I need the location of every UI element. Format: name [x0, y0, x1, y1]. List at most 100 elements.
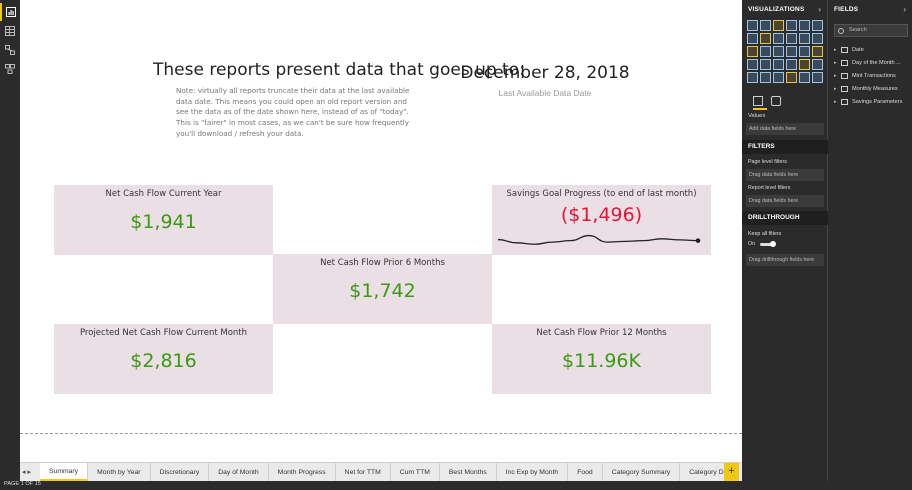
- field-table-item[interactable]: ▸ Mint Transactions: [834, 71, 896, 81]
- line-clustered-icon[interactable]: [799, 33, 810, 44]
- r-visual-icon[interactable]: [786, 72, 797, 83]
- sparkline-path: [497, 234, 699, 245]
- card-net-cash-flow-prior-12-months[interactable]: Net Cash Flow Prior 12 Months $11.96K: [492, 324, 711, 394]
- line-chart-icon[interactable]: [747, 33, 758, 44]
- page-tab[interactable]: Net for TTM: [336, 463, 391, 481]
- drillthrough-title: DRILLTHROUGH: [742, 211, 828, 225]
- page-filters-drop-zone[interactable]: Drag data fields here: [746, 169, 824, 181]
- page-boundary-line: [20, 433, 742, 434]
- table-icon: [841, 86, 848, 92]
- page-tab[interactable]: Discretionary: [151, 463, 210, 481]
- page-tab[interactable]: Best Months: [440, 463, 497, 481]
- search-icon: [838, 28, 844, 34]
- relationships-view-button[interactable]: [0, 41, 20, 59]
- page-tab[interactable]: Food: [568, 463, 603, 481]
- field-table-label: Date: [852, 47, 864, 53]
- slicer-icon[interactable]: [747, 72, 758, 83]
- drillthrough-drop-zone[interactable]: Drag drillthrough fields here: [746, 254, 824, 266]
- card-net-cash-flow-current-year[interactable]: Net Cash Flow Current Year $1,941: [54, 185, 273, 255]
- card-savings-goal-progress[interactable]: Savings Goal Progress (to end of last mo…: [492, 185, 711, 255]
- 100-bar-icon[interactable]: [799, 20, 810, 31]
- report-filters-label: Report level filters: [748, 185, 791, 191]
- expand-caret-icon[interactable]: ▸: [834, 86, 837, 92]
- page-tabs: Summary Month by Year Discretionary Day of …: [40, 463, 801, 482]
- ribbon-icon[interactable]: [812, 33, 823, 44]
- area-chart-icon[interactable]: [760, 33, 771, 44]
- expand-caret-icon[interactable]: ▸: [834, 73, 837, 79]
- field-table-label: Savings Parameters: [852, 99, 903, 105]
- custom-visual-icon[interactable]: [812, 72, 823, 83]
- visual-type-grid: [747, 20, 823, 83]
- funnel-icon[interactable]: [760, 59, 771, 70]
- clustered-column-icon[interactable]: [786, 20, 797, 31]
- format-roller-icon[interactable]: [771, 96, 781, 106]
- line-column-icon[interactable]: [786, 33, 797, 44]
- table-grid-icon: [5, 26, 15, 36]
- card-projected-net-cash-flow[interactable]: Projected Net Cash Flow Current Month $2…: [54, 324, 273, 394]
- page-tab[interactable]: Category Summary: [603, 463, 681, 481]
- fields-search-input[interactable]: Search: [834, 24, 908, 37]
- active-mode-underline: [753, 108, 767, 110]
- page-tab[interactable]: Inc Exp by Month: [497, 463, 569, 481]
- scatter-icon[interactable]: [760, 46, 771, 57]
- stacked-bar-icon[interactable]: [747, 20, 758, 31]
- toggle-knob: [770, 241, 776, 247]
- kpi-icon[interactable]: [812, 59, 823, 70]
- fields-title: FIELDS: [834, 6, 859, 13]
- visualizations-pane: VISUALIZATIONS › Values Add data fields …: [742, 0, 828, 481]
- table-icon: [841, 47, 848, 53]
- clustered-bar-icon[interactable]: [773, 20, 784, 31]
- relationships-icon: [5, 45, 15, 55]
- report-view-button[interactable]: [0, 3, 20, 21]
- stacked-column-icon[interactable]: [760, 20, 771, 31]
- card-value: $11.96K: [562, 350, 641, 372]
- field-table-item[interactable]: ▸ Monthly Measures: [834, 84, 898, 94]
- collapse-fields-icon[interactable]: ›: [903, 5, 906, 14]
- collapse-visualizations-icon[interactable]: ›: [818, 5, 821, 14]
- data-view-button[interactable]: [0, 22, 20, 40]
- table-icon: [841, 73, 848, 79]
- field-table-item[interactable]: ▸ Savings Parameters: [834, 97, 902, 107]
- card-title: Net Cash Flow Prior 6 Months: [320, 258, 445, 268]
- page-tab[interactable]: Month Progress: [269, 463, 336, 481]
- last-data-date-label: Last Available Data Date: [498, 88, 592, 98]
- card-title: Net Cash Flow Current Year: [105, 189, 222, 199]
- page-tab[interactable]: Summary: [40, 463, 89, 481]
- map-icon[interactable]: [812, 46, 823, 57]
- pie-icon[interactable]: [773, 46, 784, 57]
- stacked-area-icon[interactable]: [773, 33, 784, 44]
- add-page-button[interactable]: +: [724, 463, 739, 481]
- table-icon[interactable]: [760, 72, 771, 83]
- card-net-cash-flow-prior-6-months[interactable]: Net Cash Flow Prior 6 Months $1,742: [273, 254, 492, 324]
- matrix-icon[interactable]: [773, 72, 784, 83]
- card-value: $1,941: [130, 211, 197, 233]
- values-drop-zone[interactable]: Add data fields here: [746, 123, 824, 135]
- expand-caret-icon[interactable]: ▸: [834, 60, 837, 66]
- expand-caret-icon[interactable]: ▸: [834, 47, 837, 53]
- fields-well-icon[interactable]: [753, 96, 763, 106]
- multirow-card-icon[interactable]: [799, 59, 810, 70]
- report-filters-drop-zone[interactable]: Drag data fields here: [746, 195, 824, 207]
- keep-filters-toggle[interactable]: [760, 241, 776, 247]
- field-table-item[interactable]: ▸ Date: [834, 45, 864, 55]
- tab-scroll-arrows[interactable]: ◂ ▸: [22, 469, 31, 476]
- model-view-button[interactable]: [0, 60, 20, 78]
- pane-mode-row: [749, 96, 821, 110]
- gauge-icon[interactable]: [773, 59, 784, 70]
- card-value: ($1,496): [560, 204, 643, 226]
- treemap-icon[interactable]: [799, 46, 810, 57]
- 100-column-icon[interactable]: [812, 20, 823, 31]
- page-tab[interactable]: Cum TTM: [391, 463, 440, 481]
- status-bar: PAGE 1 OF 15: [0, 481, 912, 490]
- globe-icon[interactable]: [799, 72, 810, 83]
- last-data-date[interactable]: December 28, 2018: [460, 63, 630, 83]
- card-title: Savings Goal Progress (to end of last mo…: [506, 189, 697, 199]
- expand-caret-icon[interactable]: ▸: [834, 99, 837, 105]
- card-icon[interactable]: [786, 59, 797, 70]
- field-table-item[interactable]: ▸ Day of the Month ...: [834, 58, 901, 68]
- filled-map-icon[interactable]: [747, 59, 758, 70]
- page-tab[interactable]: Month by Year: [88, 463, 151, 481]
- donut-icon[interactable]: [786, 46, 797, 57]
- waterfall-icon[interactable]: [747, 46, 758, 57]
- page-tab[interactable]: Day of Month: [209, 463, 269, 481]
